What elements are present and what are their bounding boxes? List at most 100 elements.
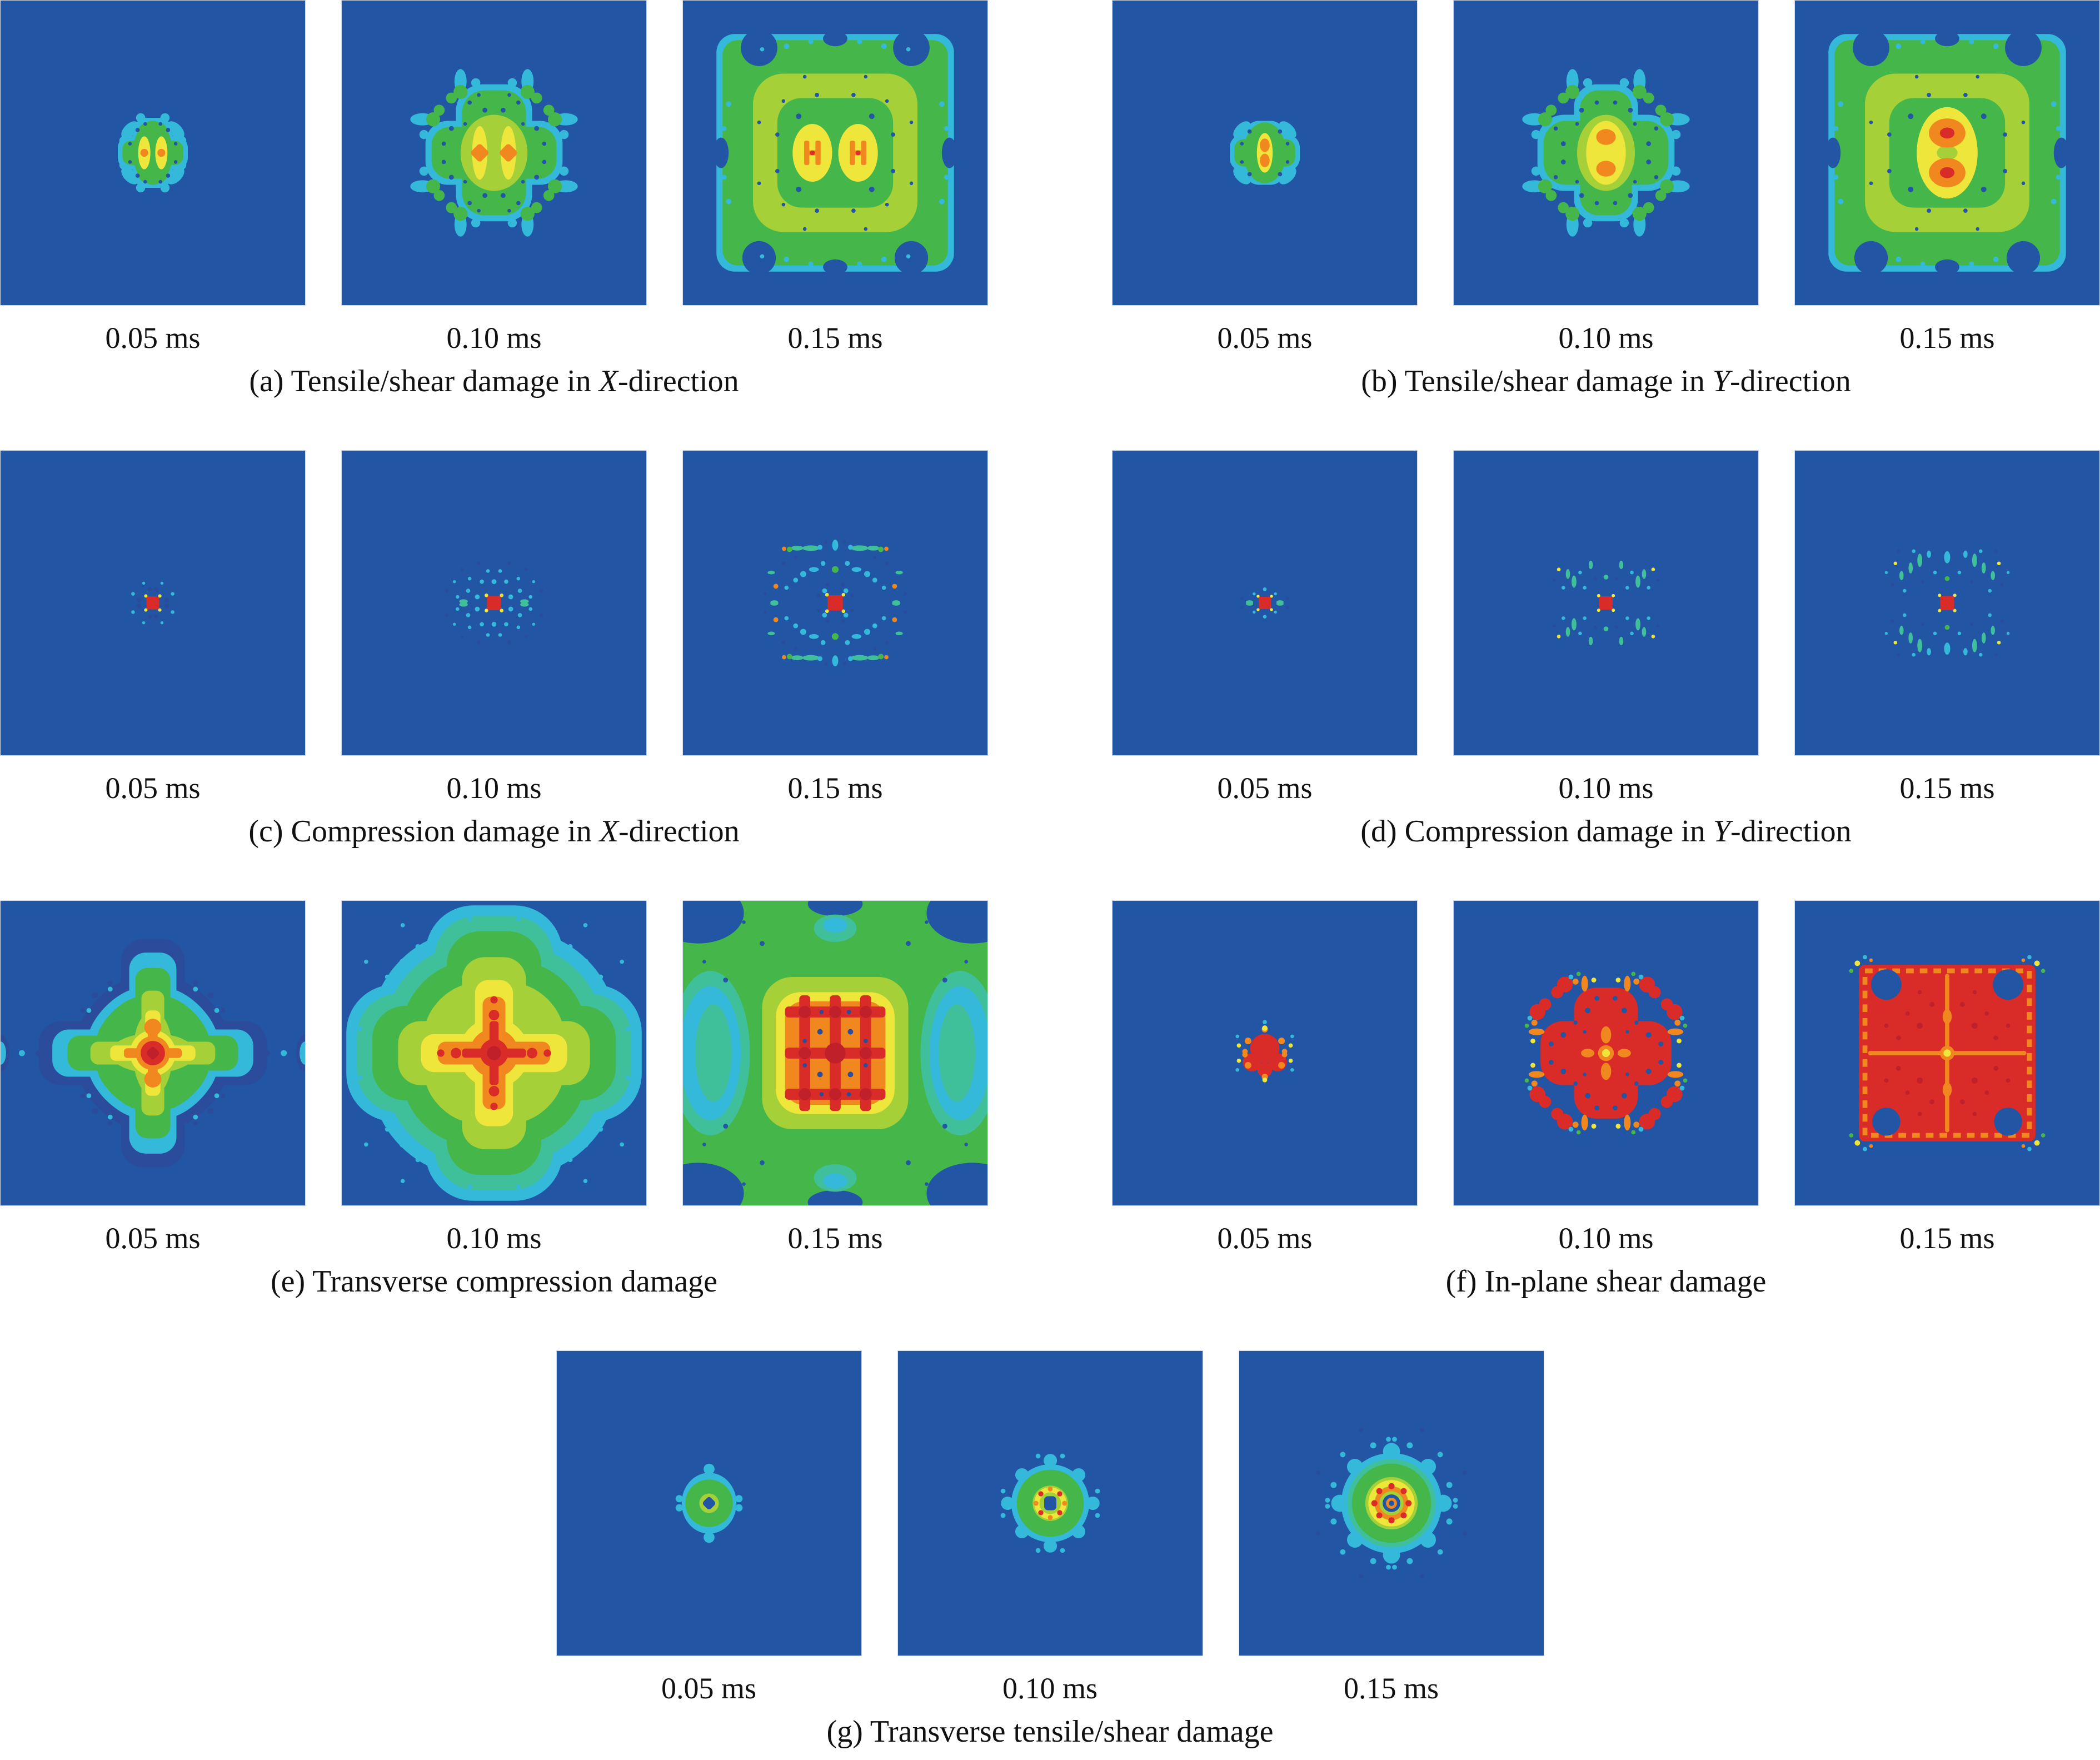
row-ef: 0.05 ms 0.10 ms 0.15 ms (e) Transverse c… — [0, 900, 2100, 1350]
damage-map — [1453, 900, 1759, 1206]
time-label: 0.15 ms — [787, 1221, 883, 1255]
panel-strip-a — [0, 0, 988, 306]
damage-map — [1453, 0, 1759, 306]
caption-a: (a) Tensile/shear damage in X-direction — [0, 362, 988, 400]
time-label: 0.15 ms — [1899, 321, 1995, 355]
damage-map-canvas — [1795, 451, 2099, 755]
damage-map-canvas — [342, 1, 646, 305]
damage-map-canvas — [1113, 901, 1417, 1205]
damage-map — [556, 1350, 862, 1656]
row-g: 0.05 ms 0.10 ms 0.15 ms (g) Transverse t… — [0, 1350, 2100, 1751]
panel-strip-d — [1112, 450, 2100, 756]
caption-suffix: -direction — [618, 814, 740, 849]
time-label: 0.10 ms — [1002, 1672, 1098, 1705]
damage-map-canvas — [1113, 451, 1417, 755]
caption-d: (d) Compression damage in Y-direction — [1112, 812, 2100, 850]
time-label: 0.10 ms — [1558, 1221, 1654, 1255]
damage-map-canvas — [1795, 1, 2099, 305]
damage-map-canvas — [342, 451, 646, 755]
damage-map-canvas — [1454, 451, 1758, 755]
panel-strip-f — [1112, 900, 2100, 1206]
damage-map-canvas — [683, 901, 987, 1205]
row-ab: 0.05 ms 0.10 ms 0.15 ms (a) Tensile/shea… — [0, 0, 2100, 450]
time-label: 0.10 ms — [1558, 321, 1654, 355]
caption-c: (c) Compression damage in X-direction — [0, 812, 988, 850]
time-labels: 0.05 ms 0.10 ms 0.15 ms — [0, 770, 988, 806]
time-label: 0.05 ms — [661, 1672, 757, 1705]
time-labels: 0.05 ms 0.10 ms 0.15 ms — [1112, 320, 2100, 356]
time-label: 0.05 ms — [1217, 321, 1313, 355]
damage-map-canvas — [1, 1, 305, 305]
caption-text: (g) Transverse tensile/shear damage — [826, 1714, 1274, 1749]
time-labels: 0.05 ms 0.10 ms 0.15 ms — [0, 320, 988, 356]
damage-map-canvas — [897, 1351, 1203, 1656]
time-label: 0.05 ms — [1217, 1221, 1313, 1255]
caption-suffix: -direction — [617, 364, 739, 398]
caption-direction-letter: Y — [1712, 364, 1730, 398]
damage-map-canvas — [342, 901, 646, 1205]
damage-map-canvas — [683, 1, 987, 305]
damage-map — [682, 0, 988, 306]
caption-text: (a) Tensile/shear damage in — [249, 364, 599, 398]
group-b: 0.05 ms 0.10 ms 0.15 ms (b) Tensile/shea… — [1112, 0, 2100, 450]
time-labels: 0.05 ms 0.10 ms 0.15 ms — [0, 1220, 988, 1256]
caption-f: (f) In-plane shear damage — [1112, 1263, 2100, 1300]
group-a: 0.05 ms 0.10 ms 0.15 ms (a) Tensile/shea… — [0, 0, 988, 450]
caption-direction-letter: X — [599, 814, 618, 849]
damage-map — [1112, 450, 1418, 756]
caption-b: (b) Tensile/shear damage in Y-direction — [1112, 362, 2100, 400]
time-label: 0.15 ms — [787, 321, 883, 355]
time-labels: 0.05 ms 0.10 ms 0.15 ms — [1112, 1220, 2100, 1256]
time-label: 0.10 ms — [446, 321, 542, 355]
damage-map-canvas — [1795, 901, 2099, 1205]
group-f: 0.05 ms 0.10 ms 0.15 ms (f) In-plane she… — [1112, 900, 2100, 1350]
panel-strip-e — [0, 900, 988, 1206]
time-labels: 0.05 ms 0.10 ms 0.15 ms — [1112, 770, 2100, 806]
caption-text: (b) Tensile/shear damage in — [1361, 364, 1713, 398]
damage-map — [682, 900, 988, 1206]
damage-map — [0, 900, 306, 1206]
damage-map — [341, 900, 647, 1206]
damage-map-canvas — [1, 451, 305, 755]
damage-map-canvas — [1454, 901, 1758, 1205]
damage-map — [1453, 450, 1759, 756]
caption-direction-letter: Y — [1713, 814, 1730, 849]
damage-map — [341, 0, 647, 306]
damage-map — [1794, 0, 2100, 306]
time-label: 0.05 ms — [105, 321, 201, 355]
damage-map-canvas — [1, 901, 305, 1205]
damage-map — [1238, 1350, 1544, 1656]
time-labels: 0.05 ms 0.10 ms 0.15 ms — [556, 1671, 1544, 1706]
caption-g: (g) Transverse tensile/shear damage — [556, 1713, 1544, 1751]
damage-map-canvas — [556, 1351, 861, 1656]
group-g: 0.05 ms 0.10 ms 0.15 ms (g) Transverse t… — [556, 1350, 1544, 1751]
time-label: 0.15 ms — [1899, 1221, 1995, 1255]
damage-map-canvas — [1239, 1351, 1544, 1656]
time-label: 0.10 ms — [446, 1221, 542, 1255]
time-label: 0.15 ms — [1899, 771, 1995, 805]
caption-text: (f) In-plane shear damage — [1445, 1264, 1767, 1299]
damage-map — [897, 1350, 1203, 1656]
time-label: 0.05 ms — [105, 1221, 201, 1255]
caption-text: (e) Transverse compression damage — [270, 1264, 717, 1299]
panel-strip-b — [1112, 0, 2100, 306]
group-c: 0.05 ms 0.10 ms 0.15 ms (c) Compression … — [0, 450, 988, 900]
damage-map — [341, 450, 647, 756]
damage-map — [0, 450, 306, 756]
damage-map — [1112, 0, 1418, 306]
panel-strip-c — [0, 450, 988, 756]
damage-map-canvas — [683, 451, 987, 755]
time-label: 0.05 ms — [1217, 771, 1313, 805]
caption-e: (e) Transverse compression damage — [0, 1263, 988, 1300]
damage-map — [682, 450, 988, 756]
time-label: 0.15 ms — [787, 771, 883, 805]
panel-strip-g — [556, 1350, 1544, 1656]
caption-suffix: -direction — [1730, 364, 1851, 398]
damage-map — [1112, 900, 1418, 1206]
time-label: 0.05 ms — [105, 771, 201, 805]
time-label: 0.15 ms — [1343, 1672, 1439, 1705]
damage-map-canvas — [1454, 1, 1758, 305]
caption-suffix: -direction — [1730, 814, 1852, 849]
damage-map — [0, 0, 306, 306]
